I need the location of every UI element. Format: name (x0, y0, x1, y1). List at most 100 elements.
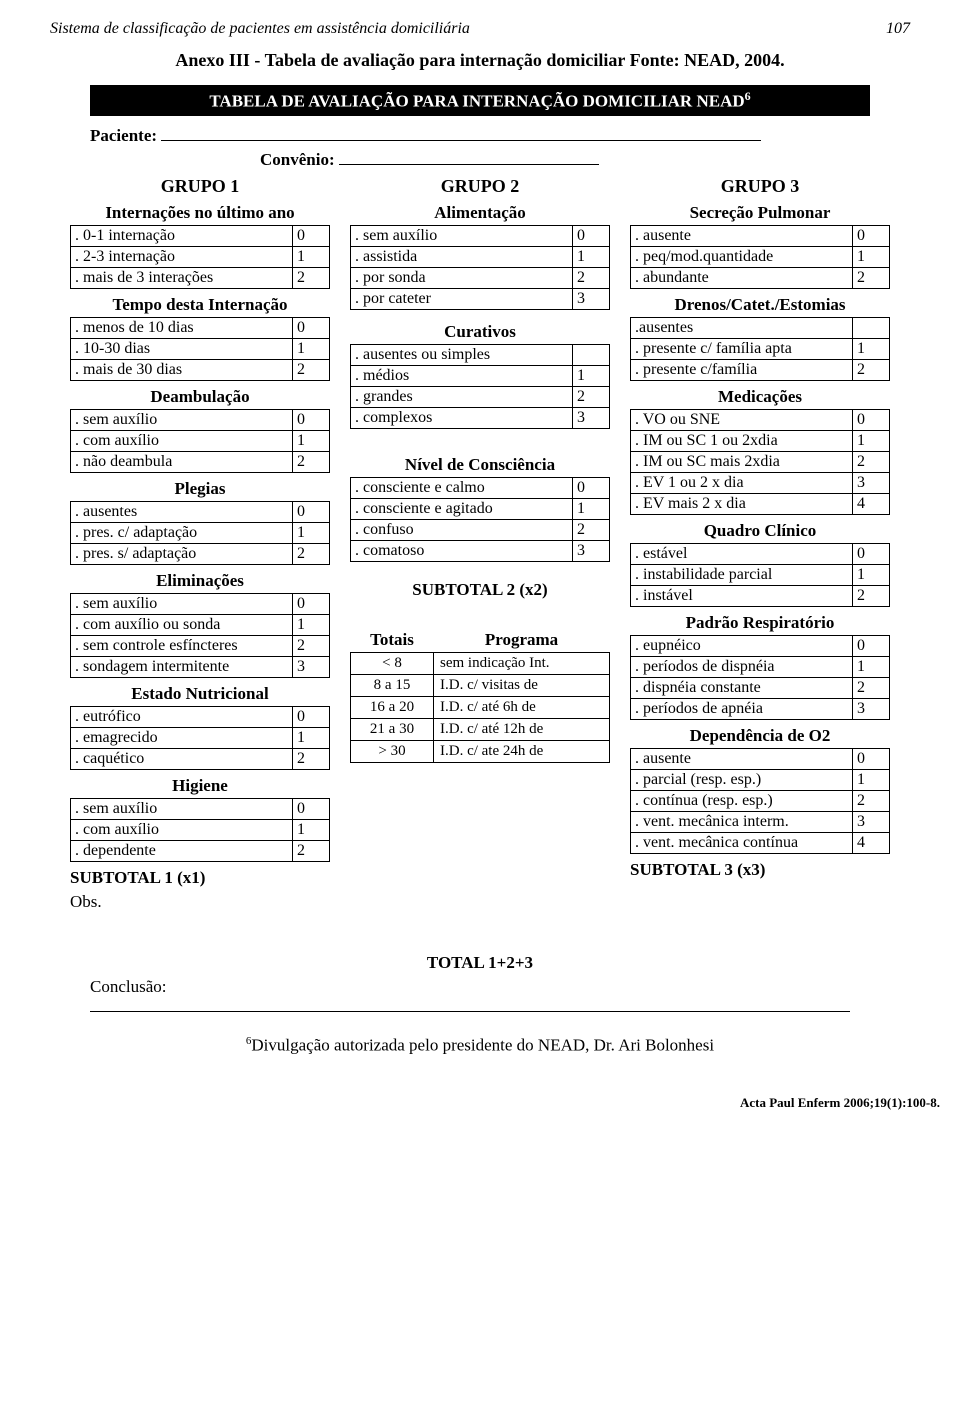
table-row: . sem auxílio (351, 225, 573, 246)
table-row: . dependente (71, 840, 293, 861)
o2-table: . ausente0 . parcial (resp. esp.)1 . con… (630, 748, 890, 854)
paciente-field[interactable] (161, 140, 761, 141)
table-row: 3 (573, 540, 610, 561)
plegias-heading: Plegias (70, 479, 330, 499)
table-row: 1 (853, 338, 890, 359)
table-row: . sondagem intermitente (71, 656, 293, 677)
convenio-label: Convênio: (260, 150, 335, 169)
table-row: . com auxílio (71, 819, 293, 840)
table-row: 1 (293, 819, 330, 840)
internacoes-heading: Internações no último ano (70, 203, 330, 223)
table-row: . mais de 30 dias (71, 359, 293, 380)
table-row: . emagrecido (71, 727, 293, 748)
table-row: 3 (853, 811, 890, 832)
table-row: < 8 (351, 652, 434, 674)
table-row: 21 a 30 (351, 718, 434, 740)
table-row: . ausente (631, 225, 853, 246)
table-row: 0 (853, 409, 890, 430)
table-row: I.D. c/ até 6h de (434, 696, 610, 718)
table-row: 2 (853, 790, 890, 811)
table-row: . confuso (351, 519, 573, 540)
table-row: . instável (631, 585, 853, 606)
table-row: . caquético (71, 748, 293, 769)
table-row: . presente c/ família apta (631, 338, 853, 359)
table-row: 0 (293, 317, 330, 338)
table-row: 1 (573, 365, 610, 386)
internacoes-table: . 0-1 internação0 . 2-3 internação1 . ma… (70, 225, 330, 289)
table-row: 1 (853, 769, 890, 790)
medicacoes-table: . VO ou SNE0 . IM ou SC 1 ou 2xdia1 . IM… (630, 409, 890, 515)
table-row: 4 (853, 832, 890, 853)
quadro-table: . estável0 . instabilidade parcial1 . in… (630, 543, 890, 607)
table-row: 1 (293, 430, 330, 451)
table-row: I.D. c/ até 12h de (434, 718, 610, 740)
table-row: 0 (853, 748, 890, 769)
table-row: . 2-3 internação (71, 246, 293, 267)
table-row: . sem auxílio (71, 409, 293, 430)
table-row: . presente c/família (631, 359, 853, 380)
total-label: TOTAL 1+2+3 (350, 953, 610, 973)
table-row: . abundante (631, 267, 853, 288)
table-row: . 0-1 internação (71, 225, 293, 246)
table-row: 0 (573, 225, 610, 246)
nutricional-heading: Estado Nutricional (70, 684, 330, 704)
table-row: . menos de 10 dias (71, 317, 293, 338)
alimentacao-table: . sem auxílio0 . assistida1 . por sonda2… (350, 225, 610, 310)
quadro-heading: Quadro Clínico (630, 521, 890, 541)
table-row: 2 (293, 267, 330, 288)
table-row: . comatoso (351, 540, 573, 561)
table-row: 0 (853, 543, 890, 564)
conclusao-field[interactable] (90, 1011, 850, 1012)
table-row: 1 (293, 246, 330, 267)
table-row: . períodos de dispnéia (631, 656, 853, 677)
higiene-heading: Higiene (70, 776, 330, 796)
table-row: 3 (853, 472, 890, 493)
grupo-1-column: GRUPO 1 Internações no último ano . 0-1 … (70, 176, 330, 973)
table-row: 2 (853, 359, 890, 380)
page-number: 107 (886, 20, 910, 38)
table-row: . por sonda (351, 267, 573, 288)
table-row: 1 (853, 656, 890, 677)
table-row: 1 (853, 430, 890, 451)
table-row: 0 (293, 225, 330, 246)
table-row: 2 (293, 451, 330, 472)
subtotal-1-label: SUBTOTAL 1 (x1) (70, 868, 330, 888)
table-row: 2 (293, 635, 330, 656)
table-row: . sem controle esfíncteres (71, 635, 293, 656)
subtotal-2-label: SUBTOTAL 2 (x2) (350, 580, 610, 600)
table-row: 2 (573, 386, 610, 407)
grupo-1-heading: GRUPO 1 (70, 176, 330, 197)
table-row: 1 (853, 246, 890, 267)
table-row: 8 a 15 (351, 674, 434, 696)
table-row: . IM ou SC mais 2xdia (631, 451, 853, 472)
table-row: 3 (293, 656, 330, 677)
table-row: . EV mais 2 x dia (631, 493, 853, 514)
table-row: I.D. c/ ate 24h de (434, 740, 610, 762)
table-row: 1 (293, 522, 330, 543)
table-row: . consciente e agitado (351, 498, 573, 519)
table-row: . ausentes (71, 501, 293, 522)
consciencia-heading: Nível de Consciência (350, 455, 610, 475)
title-bar: TABELA DE AVALIAÇÃO PARA INTERNAÇÃO DOMI… (90, 85, 870, 116)
higiene-table: . sem auxílio0 . com auxílio1 . dependen… (70, 798, 330, 862)
tempo-table: . menos de 10 dias0 . 10-30 dias1 . mais… (70, 317, 330, 381)
table-row: . por cateter (351, 288, 573, 309)
table-row: 3 (853, 698, 890, 719)
table-row: 2 (853, 677, 890, 698)
totais-col-heading: Totais (351, 628, 434, 653)
table-row: . assistida (351, 246, 573, 267)
footnote-text: Divulgação autorizada pelo presidente do… (251, 1035, 714, 1054)
alimentacao-heading: Alimentação (350, 203, 610, 223)
convenio-field[interactable] (339, 164, 599, 165)
deambulacao-heading: Deambulação (70, 387, 330, 407)
o2-heading: Dependência de O2 (630, 726, 890, 746)
respiratorio-heading: Padrão Respiratório (630, 613, 890, 633)
table-row: 0 (853, 635, 890, 656)
medicacoes-heading: Medicações (630, 387, 890, 407)
nutricional-table: . eutrófico0 . emagrecido1 . caquético2 (70, 706, 330, 770)
drenos-heading: Drenos/Catet./Estomias (630, 295, 890, 315)
table-row: 16 a 20 (351, 696, 434, 718)
footnote: 6Divulgação autorizada pelo presidente d… (50, 1035, 910, 1056)
table-row: . pres. c/ adaptação (71, 522, 293, 543)
table-row: 1 (573, 498, 610, 519)
